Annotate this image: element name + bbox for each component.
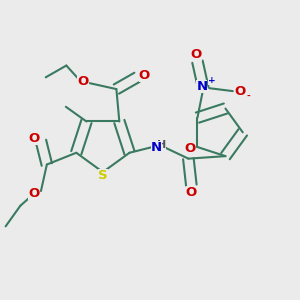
Text: O: O xyxy=(28,188,39,200)
Text: H: H xyxy=(157,140,166,149)
Text: O: O xyxy=(235,85,246,98)
Text: N: N xyxy=(151,141,162,154)
Text: -: - xyxy=(246,92,250,101)
Text: N: N xyxy=(196,80,208,93)
Text: O: O xyxy=(139,69,150,82)
Text: +: + xyxy=(208,76,216,85)
Text: O: O xyxy=(184,142,196,155)
Text: O: O xyxy=(28,131,39,145)
Text: O: O xyxy=(77,75,88,88)
Text: O: O xyxy=(186,186,197,199)
Text: S: S xyxy=(98,169,108,182)
Text: O: O xyxy=(190,48,202,61)
